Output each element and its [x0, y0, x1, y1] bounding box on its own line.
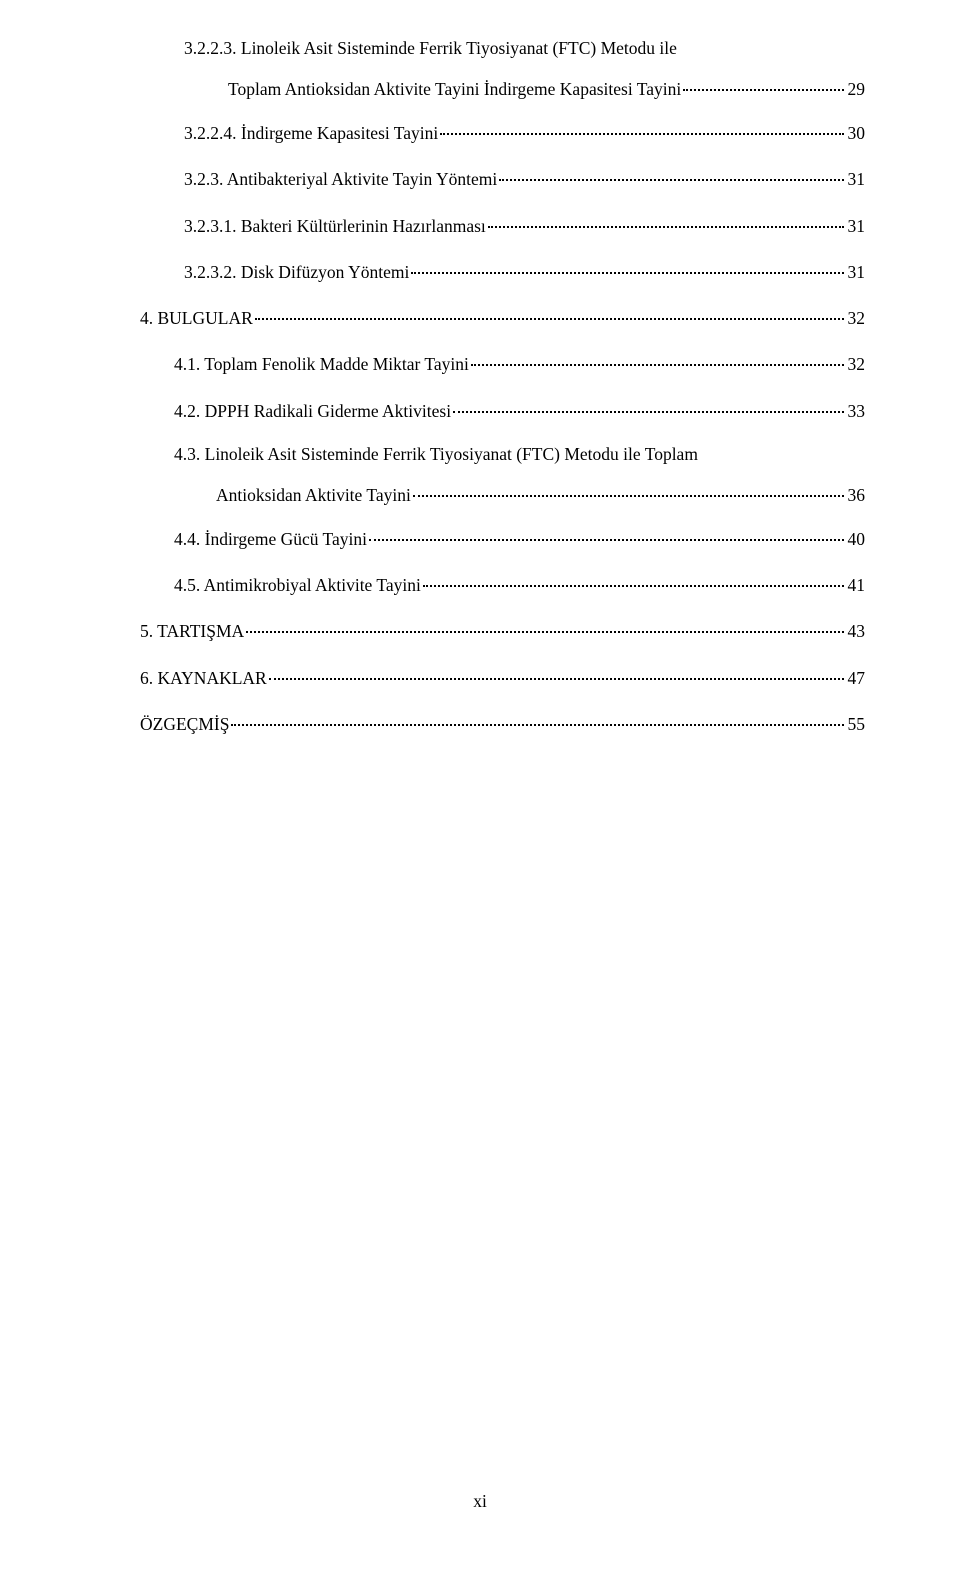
toc-entry-page: 29 [846, 79, 866, 100]
toc-entry: 4.5. Antimikrobiyal Aktivite Tayini 41 [140, 572, 865, 598]
toc-entry-page: 40 [846, 526, 866, 552]
toc-entry-page: 31 [846, 213, 866, 239]
toc-entry: 4. BULGULAR 32 [140, 305, 865, 331]
toc-entry: 3.2.2.3. Linoleik Asit Sisteminde Ferrik… [140, 38, 865, 100]
toc-entry: 3.2.3.2. Disk Difüzyon Yöntemi 31 [140, 259, 865, 285]
dot-leader [369, 539, 843, 541]
toc-entry-page: 43 [846, 618, 866, 644]
toc-entry: 6. KAYNAKLAR 47 [140, 665, 865, 691]
toc-entry-page: 32 [846, 305, 866, 331]
dot-leader [413, 495, 844, 497]
toc-entry: 4.4. İndirgeme Gücü Tayini 40 [140, 526, 865, 552]
toc-entry-page: 55 [846, 711, 866, 737]
toc-entry-label: 3.2.3.2. Disk Difüzyon Yöntemi [184, 259, 409, 285]
toc-entry-label: Antioksidan Aktivite Tayini [216, 485, 411, 506]
toc-entry-page: 30 [846, 120, 866, 146]
toc-entry: 4.1. Toplam Fenolik Madde Miktar Tayini 3… [140, 351, 865, 377]
dot-leader [471, 364, 844, 366]
toc-entry-page: 36 [846, 485, 866, 506]
toc-entry-page: 31 [846, 259, 866, 285]
page-number: xi [0, 1491, 960, 1512]
dot-leader [255, 318, 844, 320]
toc-entry-label: 4.1. Toplam Fenolik Madde Miktar Tayini [174, 351, 469, 377]
dot-leader [683, 89, 843, 91]
toc-entry-label: 4.5. Antimikrobiyal Aktivite Tayini [174, 572, 421, 598]
dot-leader [499, 179, 843, 181]
dot-leader [488, 226, 844, 228]
dot-leader [423, 585, 844, 587]
toc-entry: 4.2. DPPH Radikali Giderme Aktivitesi 33 [140, 398, 865, 424]
toc-entry-label: 3.2.2.3. Linoleik Asit Sisteminde Ferrik… [140, 38, 865, 59]
toc-entry-label: 4. BULGULAR [140, 305, 253, 331]
dot-leader [411, 272, 843, 274]
dot-leader [231, 724, 843, 726]
toc-entry-label: 3.2.3. Antibakteriyal Aktivite Tayin Yön… [184, 166, 497, 192]
toc-entry-label: ÖZGEÇMİŞ [140, 711, 229, 737]
toc-entry: 4.3. Linoleik Asit Sisteminde Ferrik Tiy… [140, 444, 865, 506]
toc-entry-label: 4.3. Linoleik Asit Sisteminde Ferrik Tiy… [140, 444, 865, 465]
toc-entry-page: 47 [846, 665, 866, 691]
toc-entry-label: 4.4. İndirgeme Gücü Tayini [174, 526, 367, 552]
toc-entry: ÖZGEÇMİŞ 55 [140, 711, 865, 737]
toc-entry-label: Toplam Antioksidan Aktivite Tayini İndir… [228, 79, 681, 100]
toc-entry: 3.2.3. Antibakteriyal Aktivite Tayin Yön… [140, 166, 865, 192]
toc-entry-label: 4.2. DPPH Radikali Giderme Aktivitesi [174, 398, 451, 424]
toc-entry-page: 41 [846, 572, 866, 598]
toc-entry-label: 5. TARTIŞMA [140, 618, 244, 644]
dot-leader [246, 631, 843, 633]
toc-entry: 3.2.3.1. Bakteri Kültürlerinin Hazırlanm… [140, 213, 865, 239]
toc-entry-page: 31 [846, 166, 866, 192]
dot-leader [269, 678, 844, 680]
dot-leader [440, 133, 843, 135]
toc-entry-page: 33 [846, 398, 866, 424]
toc-entry: 5. TARTIŞMA 43 [140, 618, 865, 644]
toc-entry-label: 6. KAYNAKLAR [140, 665, 267, 691]
toc-entry-page: 32 [846, 351, 866, 377]
table-of-contents: 3.2.2.3. Linoleik Asit Sisteminde Ferrik… [140, 38, 865, 737]
toc-entry-label: 3.2.3.1. Bakteri Kültürlerinin Hazırlanm… [184, 213, 486, 239]
dot-leader [453, 411, 843, 413]
toc-entry-label: 3.2.2.4. İndirgeme Kapasitesi Tayini [184, 120, 438, 146]
toc-entry: 3.2.2.4. İndirgeme Kapasitesi Tayini 30 [140, 120, 865, 146]
